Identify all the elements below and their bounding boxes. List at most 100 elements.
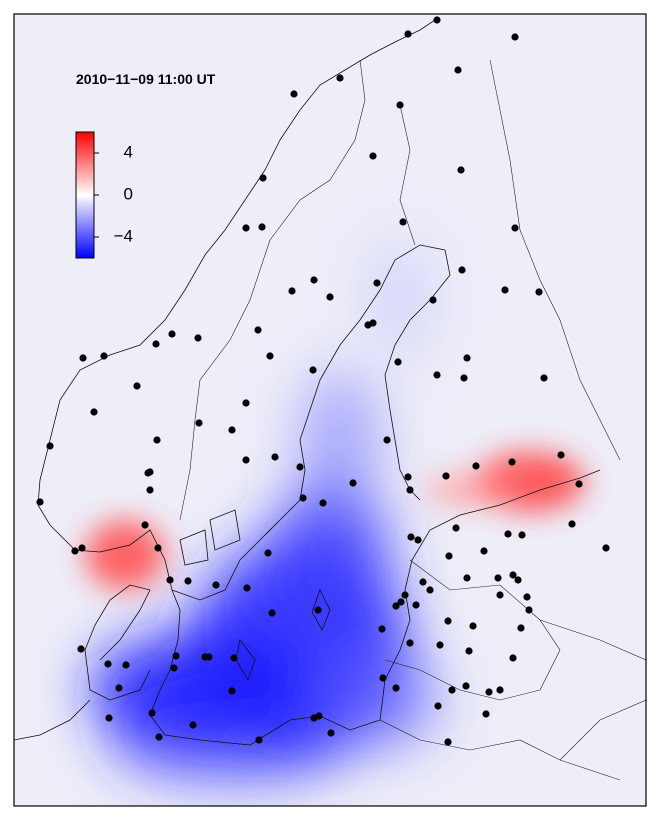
station	[271, 453, 279, 461]
station	[457, 166, 465, 174]
station	[115, 684, 123, 692]
station	[288, 287, 296, 295]
station	[406, 486, 414, 494]
station	[392, 684, 400, 692]
negative-anomaly	[90, 240, 440, 780]
station	[436, 641, 444, 649]
stations	[36, 16, 610, 746]
station	[255, 736, 263, 744]
station	[399, 218, 407, 226]
station	[396, 101, 404, 109]
station	[264, 549, 272, 557]
coastline	[84, 584, 151, 701]
station	[228, 426, 236, 434]
station	[228, 687, 236, 695]
colorbar-tick-label: −4	[114, 226, 133, 245]
station	[511, 224, 519, 232]
station	[79, 354, 87, 362]
station	[557, 451, 565, 459]
station	[454, 66, 462, 74]
station	[482, 710, 490, 718]
station	[155, 733, 163, 741]
station	[349, 479, 357, 487]
station	[168, 330, 176, 338]
station	[152, 340, 160, 348]
station	[472, 462, 480, 470]
station	[195, 419, 203, 427]
colorbar: 4 0 −4	[75, 131, 133, 259]
station	[242, 456, 250, 464]
station	[259, 174, 267, 182]
colorbar-scale	[75, 131, 95, 259]
station	[508, 458, 516, 466]
station	[36, 498, 44, 506]
station	[242, 399, 250, 407]
station	[426, 586, 434, 594]
country-border	[559, 699, 646, 761]
station	[518, 531, 526, 539]
station	[369, 319, 377, 327]
station	[602, 544, 610, 552]
station	[77, 645, 85, 653]
timestamp: 2010−11−09 11:00 UT	[76, 71, 216, 87]
station	[254, 326, 262, 334]
station	[184, 577, 192, 585]
station	[205, 653, 213, 661]
station	[327, 729, 335, 737]
station	[290, 90, 298, 98]
station	[517, 624, 525, 632]
station	[146, 486, 154, 494]
station	[314, 606, 322, 614]
station	[504, 530, 512, 538]
station	[154, 544, 162, 552]
station	[172, 652, 180, 660]
station	[452, 524, 460, 532]
station	[122, 661, 130, 669]
station	[100, 352, 108, 360]
station	[511, 33, 519, 41]
station	[480, 547, 488, 555]
station	[463, 574, 471, 582]
station	[465, 647, 473, 655]
station	[485, 688, 493, 696]
colorbar-tick-label: 0	[124, 184, 133, 203]
station	[194, 334, 202, 342]
station	[141, 521, 149, 529]
station	[469, 622, 477, 630]
coastlines	[14, 17, 601, 746]
station	[434, 702, 442, 710]
station	[535, 288, 543, 296]
borders	[179, 59, 646, 781]
station	[406, 639, 414, 647]
station	[462, 682, 470, 690]
coastline	[37, 17, 439, 591]
coastline	[235, 639, 256, 681]
station	[189, 721, 197, 729]
station	[514, 576, 522, 584]
country-border	[399, 104, 416, 246]
station	[309, 366, 317, 374]
station	[104, 660, 112, 668]
station	[525, 606, 533, 614]
station	[326, 293, 334, 301]
station	[433, 371, 441, 379]
station	[568, 520, 576, 528]
station	[369, 152, 377, 160]
station	[540, 374, 548, 382]
station	[442, 472, 450, 480]
station	[501, 286, 509, 294]
station	[105, 714, 113, 722]
station	[509, 571, 517, 579]
station	[414, 536, 422, 544]
country-border	[179, 59, 366, 521]
coastline	[311, 588, 331, 631]
field	[14, 14, 646, 806]
station	[523, 593, 531, 601]
station	[392, 602, 400, 610]
station	[458, 266, 466, 274]
station	[460, 374, 468, 382]
station	[494, 574, 502, 582]
station	[407, 533, 415, 541]
station	[243, 584, 251, 592]
